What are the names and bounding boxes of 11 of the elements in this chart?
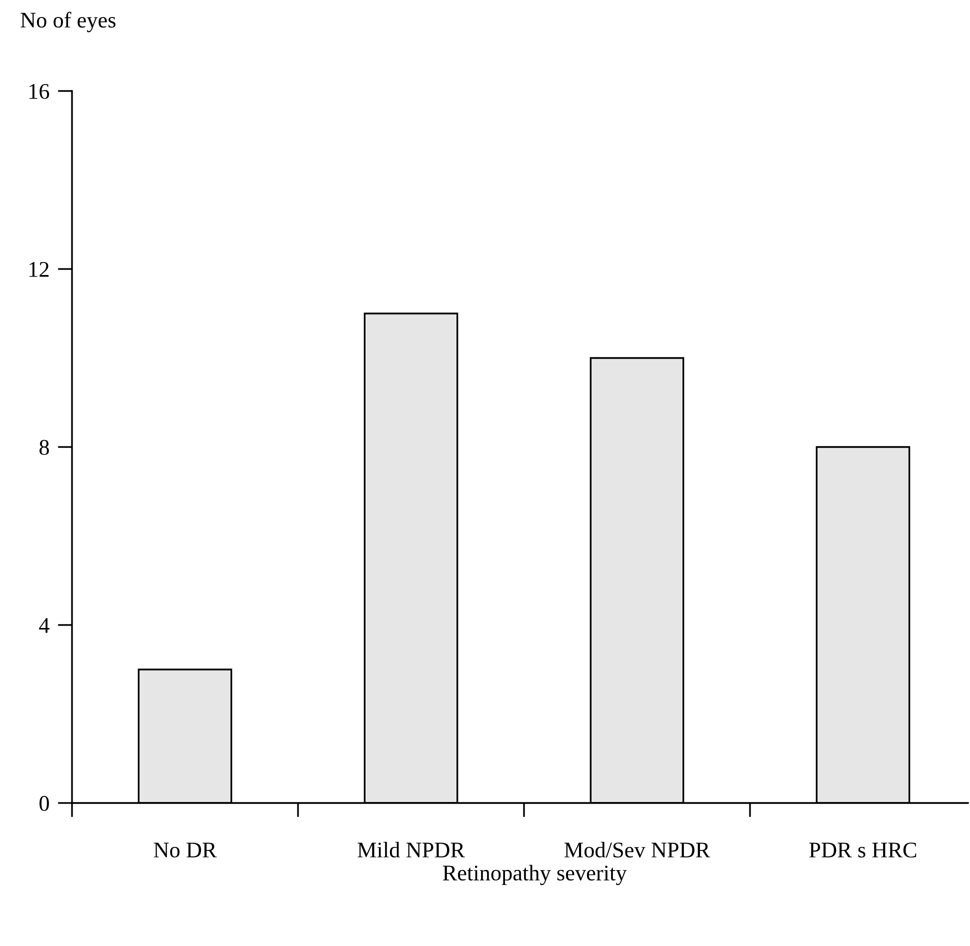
x-tick-label: PDR s HRC (809, 842, 916, 858)
x-tick-label: No DR (154, 842, 217, 858)
x-tick-label: Mod/Sev NPDR (564, 842, 710, 858)
y-tick-label: 4 (39, 618, 50, 633)
x-axis-title: Retinopathy severity (442, 864, 627, 886)
y-tick-label: 8 (40, 440, 49, 455)
y-tick-label: 16 (30, 84, 50, 99)
y-axis-title: No of eyes (20, 12, 116, 32)
x-tick-label: Mild NPDR (358, 842, 465, 858)
y-tick-label: 12 (30, 262, 49, 277)
y-tick-label: 0 (40, 796, 49, 811)
